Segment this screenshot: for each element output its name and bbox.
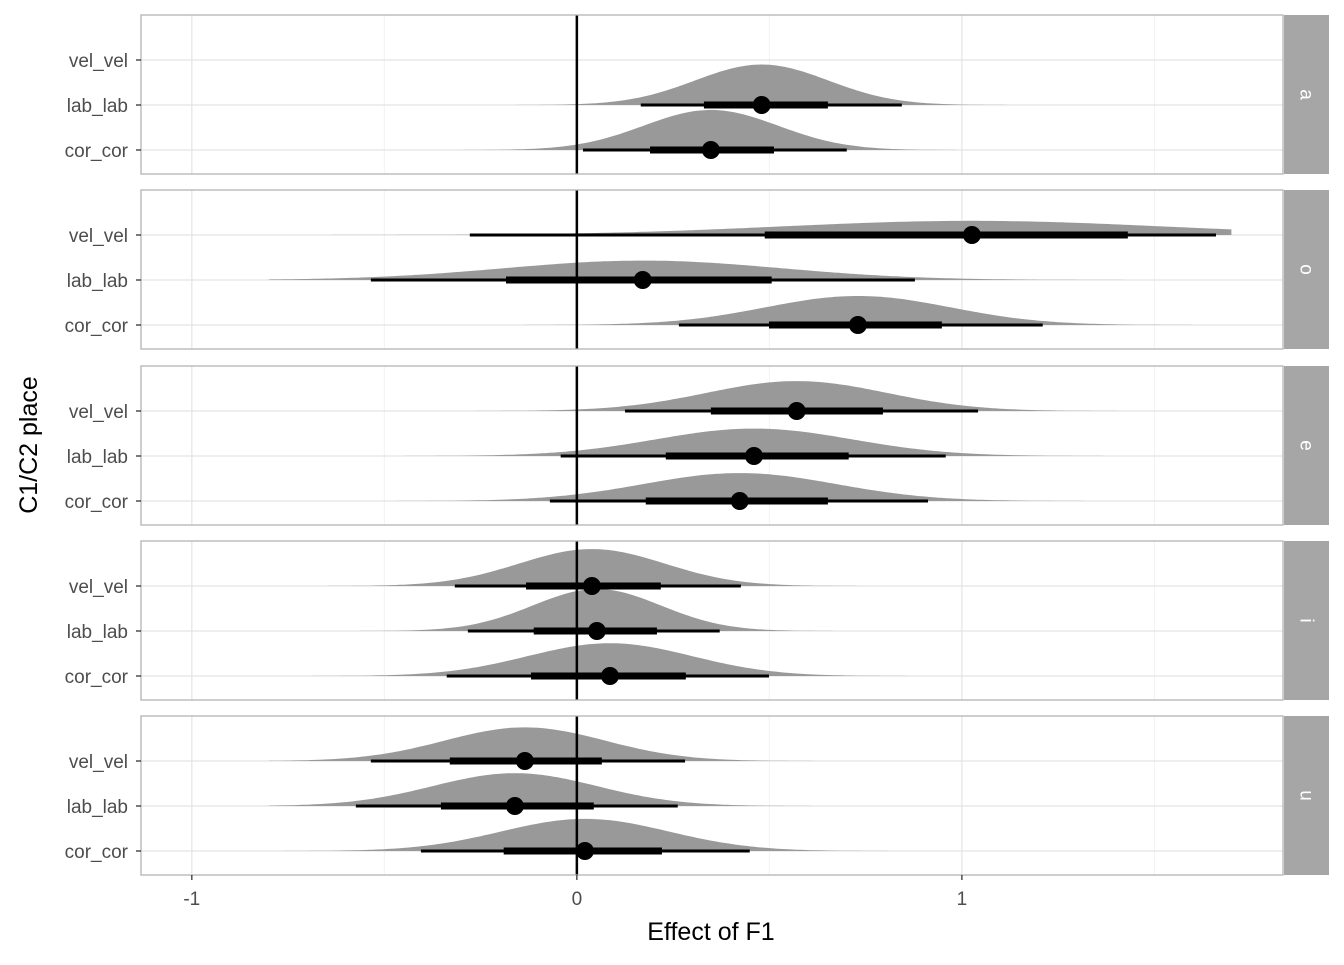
- density-cor_cor: [268, 296, 1232, 325]
- density-cor_cor: [268, 643, 1232, 676]
- facet-panel-i: vel_vel lab_lab cor_cor i: [65, 540, 1329, 701]
- density-lab_lab: [268, 428, 1232, 456]
- point-lab_lab: [752, 96, 771, 114]
- point-lab_lab: [505, 797, 524, 815]
- point-cor_cor: [730, 492, 749, 510]
- point-cor_cor: [575, 842, 594, 860]
- facet-strip: [1284, 716, 1329, 875]
- panel-border: [140, 189, 1284, 350]
- point-lab_lab: [633, 271, 652, 289]
- y-tick-label: vel_vel: [69, 226, 128, 247]
- density-lab_lab: [268, 589, 1232, 631]
- y-tick-label: vel_vel: [69, 752, 128, 773]
- y-tick-label: cor_cor: [65, 667, 129, 688]
- y-tick-label: vel_vel: [69, 51, 128, 72]
- density-vel_vel: [268, 220, 1232, 235]
- x-axis-title: Effect of F1: [647, 918, 774, 946]
- density-lab_lab: [268, 64, 1232, 105]
- panel-border: [140, 365, 1284, 526]
- point-lab_lab: [744, 447, 763, 465]
- y-tick-label: lab_lab: [67, 797, 128, 818]
- y-tick-label: vel_vel: [69, 402, 128, 423]
- density-vel_vel: [268, 381, 1232, 411]
- x-tick-label: 0: [572, 889, 583, 910]
- density-lab_lab: [268, 260, 1232, 280]
- panel-border: [140, 540, 1284, 701]
- point-cor_cor: [600, 667, 619, 685]
- y-tick-label: lab_lab: [67, 96, 128, 117]
- density-vel_vel: [268, 727, 1232, 761]
- facet-strip: [1284, 15, 1329, 174]
- point-vel_vel: [787, 402, 806, 420]
- x-tick-label: -1: [183, 889, 200, 910]
- point-cor_cor: [701, 141, 720, 159]
- density-cor_cor: [268, 109, 1232, 150]
- y-tick-label: cor_cor: [65, 842, 129, 863]
- facet-strip-label: i: [1296, 618, 1317, 622]
- facet-panel-o: vel_vel lab_lab cor_cor o: [65, 189, 1329, 350]
- facet-strip-label: a: [1296, 89, 1317, 100]
- facet-panel-u: vel_vel lab_lab cor_cor u: [65, 715, 1329, 876]
- density-cor_cor: [268, 473, 1232, 501]
- y-tick-label: lab_lab: [67, 447, 128, 468]
- point-vel_vel: [515, 752, 534, 770]
- facet-strip: [1284, 366, 1329, 525]
- density-lab_lab: [268, 773, 1232, 806]
- density-cor_cor: [268, 818, 1232, 851]
- y-axis-title: C1/C2 place: [15, 376, 43, 514]
- facet-panel-a: vel_vel lab_lab cor_cor a: [65, 14, 1329, 175]
- facet-strip-label: u: [1296, 790, 1317, 801]
- facet-strip: [1284, 190, 1329, 349]
- facet-strip-label: e: [1296, 440, 1317, 451]
- y-tick-label: cor_cor: [65, 141, 129, 162]
- facet-strip: [1284, 541, 1329, 700]
- point-vel_vel: [582, 577, 601, 595]
- density-vel_vel: [268, 549, 1232, 586]
- point-lab_lab: [587, 622, 606, 640]
- panel-border: [140, 715, 1284, 876]
- point-vel_vel: [962, 226, 981, 244]
- y-tick-label: lab_lab: [67, 622, 128, 643]
- y-tick-label: vel_vel: [69, 577, 128, 598]
- facet-strip-label: o: [1296, 264, 1317, 275]
- facet-panel-e: vel_vel lab_lab cor_cor e: [65, 365, 1329, 526]
- y-tick-label: lab_lab: [67, 271, 128, 292]
- y-tick-label: cor_cor: [65, 316, 129, 337]
- x-tick-label: 1: [957, 889, 968, 910]
- y-tick-label: cor_cor: [65, 492, 129, 513]
- point-cor_cor: [848, 316, 867, 334]
- panel-border: [140, 14, 1284, 175]
